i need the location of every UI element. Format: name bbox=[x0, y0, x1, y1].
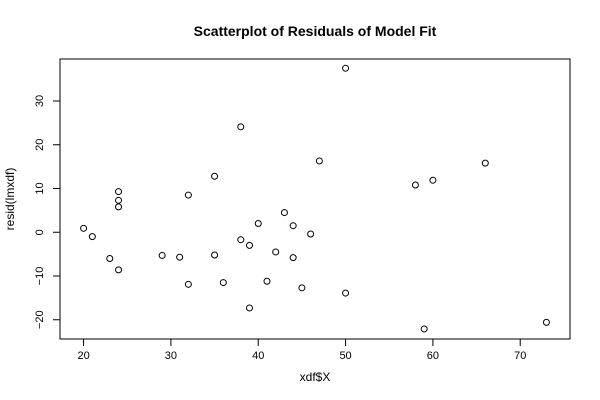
data-point-29 bbox=[411, 181, 419, 189]
y-tick-label-1: −10 bbox=[34, 267, 46, 286]
x-axis-label: xdf$X bbox=[300, 370, 331, 384]
x-tick-label-1: 30 bbox=[165, 350, 177, 362]
y-tick-label-2: 0 bbox=[34, 229, 46, 235]
data-points bbox=[80, 64, 550, 333]
chart-title: Scatterplot of Residuals of Model Fit bbox=[194, 23, 437, 39]
data-point-33 bbox=[542, 318, 550, 326]
data-point-3 bbox=[115, 188, 123, 196]
data-point-21 bbox=[280, 209, 288, 217]
data-point-31 bbox=[429, 176, 437, 184]
data-point-17 bbox=[246, 304, 254, 312]
data-point-22 bbox=[289, 222, 297, 230]
x-tick-label-4: 60 bbox=[427, 350, 439, 362]
y-tick-label-4: 20 bbox=[34, 139, 46, 151]
x-tick-label-5: 70 bbox=[514, 350, 526, 362]
data-point-1 bbox=[88, 233, 96, 241]
x-tick-label-3: 50 bbox=[339, 350, 351, 362]
data-point-14 bbox=[237, 123, 245, 131]
data-point-25 bbox=[307, 230, 315, 238]
x-tick-label-0: 20 bbox=[77, 350, 89, 362]
x-axis: 20 30 40 50 60 70 bbox=[77, 338, 526, 362]
data-point-27 bbox=[342, 64, 350, 72]
data-point-28 bbox=[342, 289, 350, 297]
data-point-30 bbox=[420, 325, 428, 333]
data-point-13 bbox=[219, 279, 227, 287]
data-point-26 bbox=[315, 157, 323, 165]
data-point-10 bbox=[184, 280, 192, 288]
data-point-24 bbox=[298, 284, 306, 292]
data-point-11 bbox=[211, 172, 219, 180]
data-point-8 bbox=[176, 253, 184, 261]
data-point-12 bbox=[211, 251, 219, 259]
y-axis-label: resid(lmxdf) bbox=[3, 168, 17, 231]
data-point-6 bbox=[115, 266, 123, 274]
data-point-2 bbox=[106, 255, 114, 262]
data-point-4 bbox=[115, 196, 123, 204]
plot-box bbox=[59, 58, 571, 340]
data-point-19 bbox=[263, 277, 271, 285]
x-tick-label-2: 40 bbox=[252, 350, 264, 362]
data-point-15 bbox=[237, 236, 245, 244]
data-point-32 bbox=[481, 159, 489, 167]
y-axis: −20 −10 0 10 20 30 bbox=[34, 95, 61, 329]
data-point-5 bbox=[115, 203, 123, 211]
data-point-16 bbox=[246, 241, 254, 249]
data-point-7 bbox=[158, 251, 166, 259]
data-point-23 bbox=[289, 254, 297, 262]
y-tick-label-5: 30 bbox=[34, 95, 46, 107]
y-tick-label-3: 10 bbox=[34, 182, 46, 194]
data-point-20 bbox=[272, 248, 280, 256]
data-point-0 bbox=[80, 224, 88, 232]
data-point-18 bbox=[254, 220, 262, 227]
data-point-9 bbox=[184, 191, 192, 199]
y-tick-label-0: −20 bbox=[34, 310, 46, 329]
